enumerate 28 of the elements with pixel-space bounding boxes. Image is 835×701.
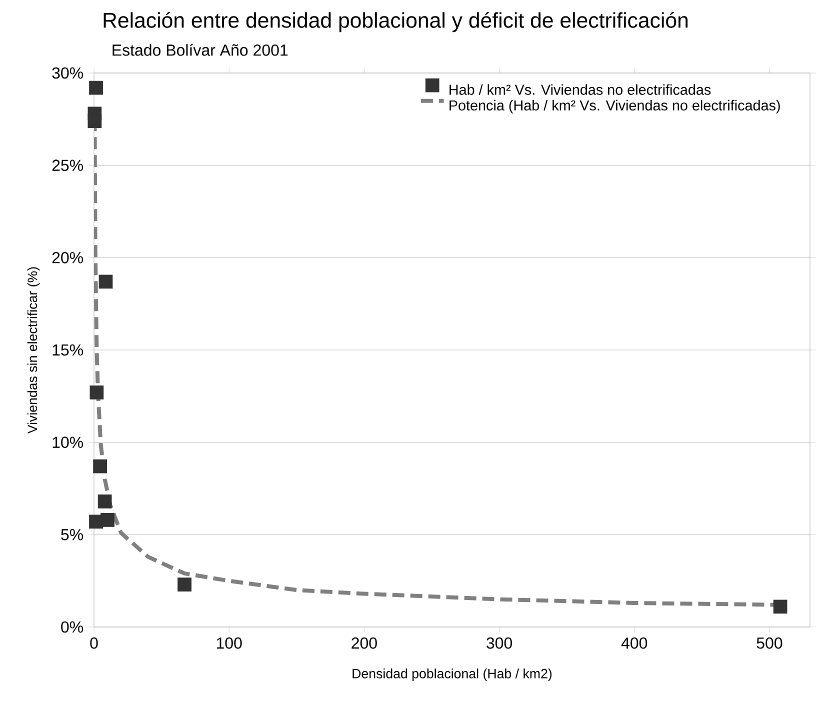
point (89, 514, 103, 529)
y-tick-label: 30% (52, 67, 84, 79)
x-tick-label: 300 (486, 637, 512, 649)
chart-title: Relación entre densidad poblacional y déficit de electrificación (104, 12, 688, 32)
point (90, 386, 104, 400)
y-tick-label: 15% (52, 344, 84, 356)
point (98, 274, 113, 289)
y-tick-label: 5% (61, 529, 84, 540)
x-tick-label: 500 (756, 637, 782, 649)
y-axis-title: Viviendas sin electrificar (%) (27, 267, 40, 434)
y-tick-label: 25% (52, 160, 84, 171)
point (93, 459, 108, 474)
point (88, 114, 102, 128)
point (89, 80, 103, 95)
y-tick-label: 20% (52, 252, 84, 264)
x-axis-title: Densidad poblacional (Hab / km2) (352, 668, 552, 681)
point (98, 494, 112, 508)
x-tick-label: 200 (352, 637, 377, 649)
x-tick-label: 0 (90, 637, 98, 649)
legend-label: Hab / km² Vs. Viviendas no electrificadas (450, 84, 711, 95)
legend-label: Potencia (Hab / km² Vs. Viviendas no electrificadas) (450, 100, 780, 114)
chart-subtitle: Estado Bolívar Año 2001 (112, 44, 288, 56)
y-tick-label: 0% (61, 621, 84, 633)
point (773, 600, 788, 614)
x-tick-label: 400 (621, 637, 648, 649)
point (178, 578, 192, 592)
x-tick-label: 100 (216, 637, 242, 649)
y-tick-label: 10% (52, 436, 84, 448)
